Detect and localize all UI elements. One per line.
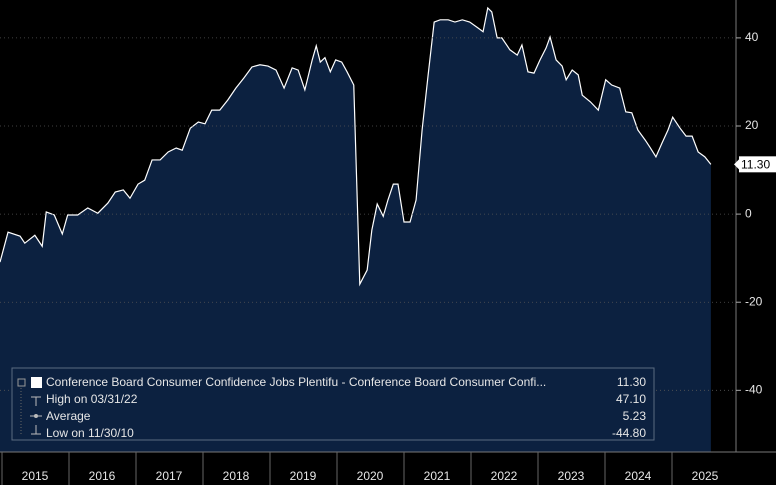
legend-collapse	[17, 378, 26, 387]
legend-swatch	[31, 377, 42, 388]
x-tick-label: 2017	[156, 469, 183, 483]
x-tick-label: 2016	[89, 469, 116, 483]
last-value-pointer	[734, 158, 740, 171]
last-value-box	[739, 156, 776, 173]
legend-box	[11, 367, 655, 441]
x-axis-band	[0, 452, 776, 485]
legend-label: Average	[46, 409, 91, 423]
legend-icon-high	[31, 396, 41, 406]
legend-value: 11.30	[617, 375, 646, 389]
legend-value: 5.23	[623, 409, 647, 423]
legend-value: -44.80	[612, 426, 646, 440]
y-tick-label: -40	[745, 382, 763, 396]
legend: Conference Board Consumer Confidence Job…	[11, 367, 655, 441]
x-tick-label: 2021	[424, 469, 451, 483]
legend-label: Conference Board Consumer Confidence Job…	[46, 375, 546, 389]
legend-value: 47.10	[616, 392, 646, 406]
y-tick-label: 0	[745, 206, 752, 220]
x-tick-label: 2023	[558, 469, 585, 483]
last-value-label: 11.30	[741, 157, 770, 171]
y-tick-label: 20	[745, 118, 759, 132]
y-tick-label: 40	[745, 30, 759, 44]
legend-label: High on 03/31/22	[46, 392, 138, 406]
legend-icon-average-dot	[34, 414, 38, 418]
x-tick-label: 2020	[357, 469, 384, 483]
x-tick-label: 2025	[692, 469, 719, 483]
x-tick-label: 2022	[491, 469, 518, 483]
x-tick-label: 2018	[223, 469, 250, 483]
x-tick-label: 2024	[625, 469, 652, 483]
x-tick-label: 2019	[290, 469, 317, 483]
area-fill	[0, 7, 711, 453]
legend-icon-low	[31, 425, 41, 435]
y-tick-label: -20	[745, 294, 763, 308]
area-line	[0, 6, 712, 287]
legend-label: Low on 11/30/10	[46, 426, 134, 440]
x-tick-label: 2015	[22, 469, 49, 483]
